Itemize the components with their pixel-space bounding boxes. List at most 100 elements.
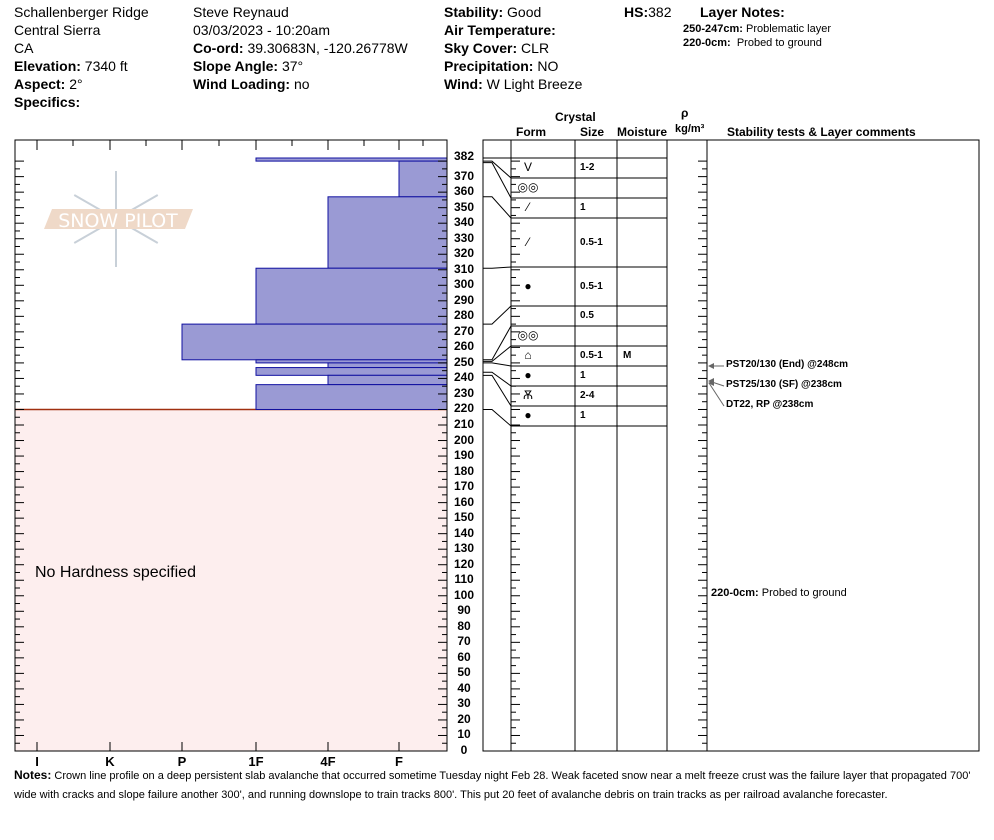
depth-label: 20	[457, 711, 471, 726]
wind-label: Wind:	[444, 76, 483, 92]
sky-cover: Sky Cover: CLR	[444, 39, 549, 57]
stability-test: PST25/130 (SF) @238cm	[726, 379, 842, 390]
depth-label: 320	[453, 246, 475, 261]
sky-value: CLR	[521, 40, 550, 56]
layer-connector	[483, 305, 512, 325]
hardness-bar	[255, 267, 448, 325]
elevation: Elevation: 7340 ft	[14, 57, 128, 75]
slope-angle: Slope Angle: 37°	[193, 57, 303, 75]
depth-label: 330	[453, 230, 475, 245]
layer-note: 220-0cm: Probed to ground	[683, 37, 822, 49]
depth-label: 300	[453, 277, 475, 292]
hardness-bar	[327, 362, 448, 369]
layer-connector	[483, 196, 512, 219]
depth-label: 40	[457, 680, 471, 695]
moisture: M	[623, 350, 632, 361]
hardness-label-P: P	[177, 754, 187, 769]
hardness-bar	[255, 367, 448, 376]
depth-label: 220	[453, 401, 475, 416]
comment-range: 220-0cm:	[711, 587, 759, 599]
crystal-form-icon: ●	[524, 368, 532, 382]
wind-loading-value: no	[293, 76, 310, 92]
hardness-label-1F: 1F	[248, 754, 264, 769]
col-density: kg/m³	[675, 123, 705, 135]
aspect: Aspect: 2°	[14, 75, 83, 93]
slope-label: Slope Angle:	[193, 58, 279, 74]
crystal-form-icon: Ѫ	[523, 388, 533, 402]
hardness-frame	[14, 139, 448, 752]
depth-label: 210	[453, 417, 475, 431]
wind-loading: Wind Loading: no	[193, 75, 310, 93]
layer-notes-title: Layer Notes:	[700, 4, 785, 20]
precip-value: NO	[537, 58, 559, 74]
notes: Notes: Crown line profile on a deep pers…	[14, 766, 994, 805]
layer-connector	[483, 345, 512, 362]
notes-text: Crown line profile on a deep persistent …	[14, 770, 971, 801]
layer-connector	[483, 374, 512, 407]
coord-label: Co-ord:	[193, 40, 244, 56]
depth-label: 240	[453, 370, 475, 385]
hardness-label-I: I	[35, 754, 39, 769]
hardness-label-K: K	[105, 754, 115, 769]
stability: Stability: Good	[444, 3, 541, 21]
depth-label: 120	[453, 556, 475, 571]
layer-connector	[483, 325, 512, 361]
logo-text: SNOW PILOT	[58, 210, 178, 232]
crystal-form-icon: ◎◎	[517, 180, 539, 194]
depth-label: 290	[453, 292, 475, 307]
hs-label: HS:	[624, 4, 649, 20]
hardness-bar	[181, 323, 448, 361]
hs-value: 382	[648, 4, 672, 20]
layer-connector	[483, 371, 512, 387]
col-form: Form	[516, 125, 546, 139]
test-arrow-head	[708, 380, 714, 386]
crystal-form-icon: ●	[524, 278, 532, 293]
crystal-size: 1	[580, 202, 586, 213]
crystal-form-icon: ⁄	[526, 234, 529, 249]
datetime: 03/03/2023 - 10:20am	[193, 22, 330, 38]
depth-label: 230	[453, 385, 475, 400]
depth-label: 10	[457, 727, 471, 742]
hardness-label-F: F	[395, 754, 403, 769]
depth-label: 70	[457, 634, 471, 649]
stability-test: DT22, RP @238cm	[726, 399, 814, 410]
location: Schallenberger Ridge	[14, 4, 149, 20]
col-stability: Stability tests & Layer comments	[727, 125, 916, 139]
depth-label: 140	[453, 525, 475, 540]
depth-label: 280	[453, 308, 475, 323]
depth-label: 190	[453, 448, 475, 463]
depth-label: 310	[453, 261, 475, 276]
crystal-size: 1	[580, 410, 586, 421]
layer-connector	[483, 160, 512, 179]
stability-value: Good	[507, 4, 542, 20]
depth-label: 170	[453, 479, 475, 494]
depth-label: 160	[453, 494, 475, 509]
col-size: Size	[580, 125, 605, 139]
depth-label: 250	[453, 354, 475, 369]
layer-connector	[483, 362, 512, 367]
layer-table-frame	[482, 139, 980, 752]
depth-label: 200	[453, 432, 475, 447]
wind-value: W Light Breeze	[486, 76, 583, 92]
depth-label: 60	[457, 649, 471, 664]
crystal-size: 0.5-1	[580, 236, 603, 248]
aspect-value: 2°	[69, 76, 83, 92]
depth-label-top: 382	[453, 149, 475, 163]
test-arrow-head	[708, 363, 714, 369]
col-moisture: Moisture	[617, 125, 668, 139]
crystal-form-icon: V	[523, 160, 532, 174]
coord: Co-ord: 39.30683N, -120.26778W	[193, 39, 408, 57]
col-crystal: Crystal	[555, 110, 596, 124]
no-hardness-label: No Hardness specified	[35, 564, 196, 581]
col-rho: ρ	[681, 106, 689, 120]
depth-label: 110	[454, 572, 474, 587]
sky-label: Sky Cover:	[444, 40, 518, 56]
snowpilot-logo: SNOW PILOT	[44, 171, 193, 267]
crystal-size: 0.5	[580, 310, 594, 321]
air-temperature: Air Temperature:	[444, 22, 556, 38]
depth-label: 80	[457, 618, 471, 633]
precipitation: Precipitation: NO	[444, 57, 558, 75]
depth-label: 350	[453, 199, 475, 214]
depth-label: 30	[457, 696, 471, 711]
